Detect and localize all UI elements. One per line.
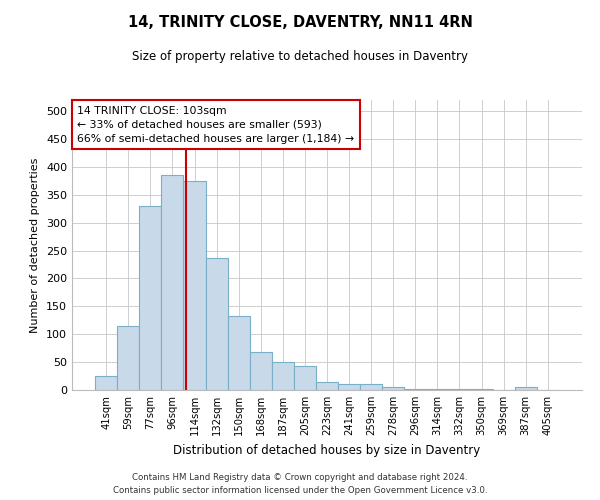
Text: 14 TRINITY CLOSE: 103sqm
← 33% of detached houses are smaller (593)
66% of semi-: 14 TRINITY CLOSE: 103sqm ← 33% of detach… bbox=[77, 106, 354, 144]
Y-axis label: Number of detached properties: Number of detached properties bbox=[31, 158, 40, 332]
Bar bbox=[338, 384, 360, 390]
Bar bbox=[272, 362, 294, 390]
X-axis label: Distribution of detached houses by size in Daventry: Distribution of detached houses by size … bbox=[173, 444, 481, 456]
Bar bbox=[206, 258, 227, 390]
Bar bbox=[294, 366, 316, 390]
Bar bbox=[227, 316, 250, 390]
Bar bbox=[117, 326, 139, 390]
Bar bbox=[95, 376, 117, 390]
Bar bbox=[316, 382, 338, 390]
Bar bbox=[515, 387, 537, 390]
Bar bbox=[139, 206, 161, 390]
Bar bbox=[404, 389, 427, 390]
Bar bbox=[250, 352, 272, 390]
Bar bbox=[382, 387, 404, 390]
Text: Size of property relative to detached houses in Daventry: Size of property relative to detached ho… bbox=[132, 50, 468, 63]
Text: 14, TRINITY CLOSE, DAVENTRY, NN11 4RN: 14, TRINITY CLOSE, DAVENTRY, NN11 4RN bbox=[128, 15, 472, 30]
Text: Contains public sector information licensed under the Open Government Licence v3: Contains public sector information licen… bbox=[113, 486, 487, 495]
Bar bbox=[184, 181, 206, 390]
Text: Contains HM Land Registry data © Crown copyright and database right 2024.: Contains HM Land Registry data © Crown c… bbox=[132, 472, 468, 482]
Bar bbox=[161, 176, 184, 390]
Bar bbox=[360, 384, 382, 390]
